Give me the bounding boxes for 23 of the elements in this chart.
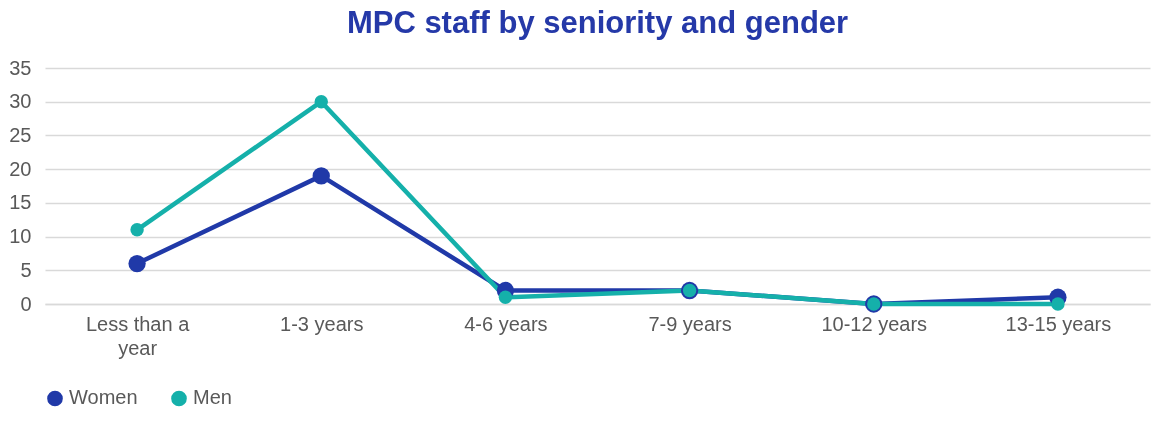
legend-label: Women <box>69 386 138 409</box>
x-tick-label: 10-12 years <box>821 312 928 335</box>
y-tick-label: 5 <box>20 258 32 281</box>
point <box>314 95 328 109</box>
y-tick-label: 0 <box>20 292 32 315</box>
x-tick-label: 1-3 years <box>280 312 364 335</box>
y-tick-label: 10 <box>9 225 32 248</box>
y-tick-label: 20 <box>9 157 32 180</box>
point <box>498 290 513 304</box>
x-tick-label: 13-15 years <box>1005 312 1112 335</box>
legend-label: Men <box>193 386 232 409</box>
point <box>130 223 144 237</box>
point <box>128 254 146 273</box>
y-tick-label: 15 <box>9 191 32 214</box>
y-tick-label: 30 <box>9 90 32 113</box>
chart-title: MPC staff by seniority and gender <box>346 5 849 40</box>
y-tick-label: 25 <box>9 123 32 146</box>
point <box>312 167 330 185</box>
x-tick-label: 7-9 years <box>648 312 732 335</box>
x-tick-label: Less than a year <box>85 312 191 359</box>
y-tick-label: 35 <box>9 56 32 79</box>
x-tick-label: 4-6 years <box>464 312 548 335</box>
point <box>1051 297 1065 311</box>
